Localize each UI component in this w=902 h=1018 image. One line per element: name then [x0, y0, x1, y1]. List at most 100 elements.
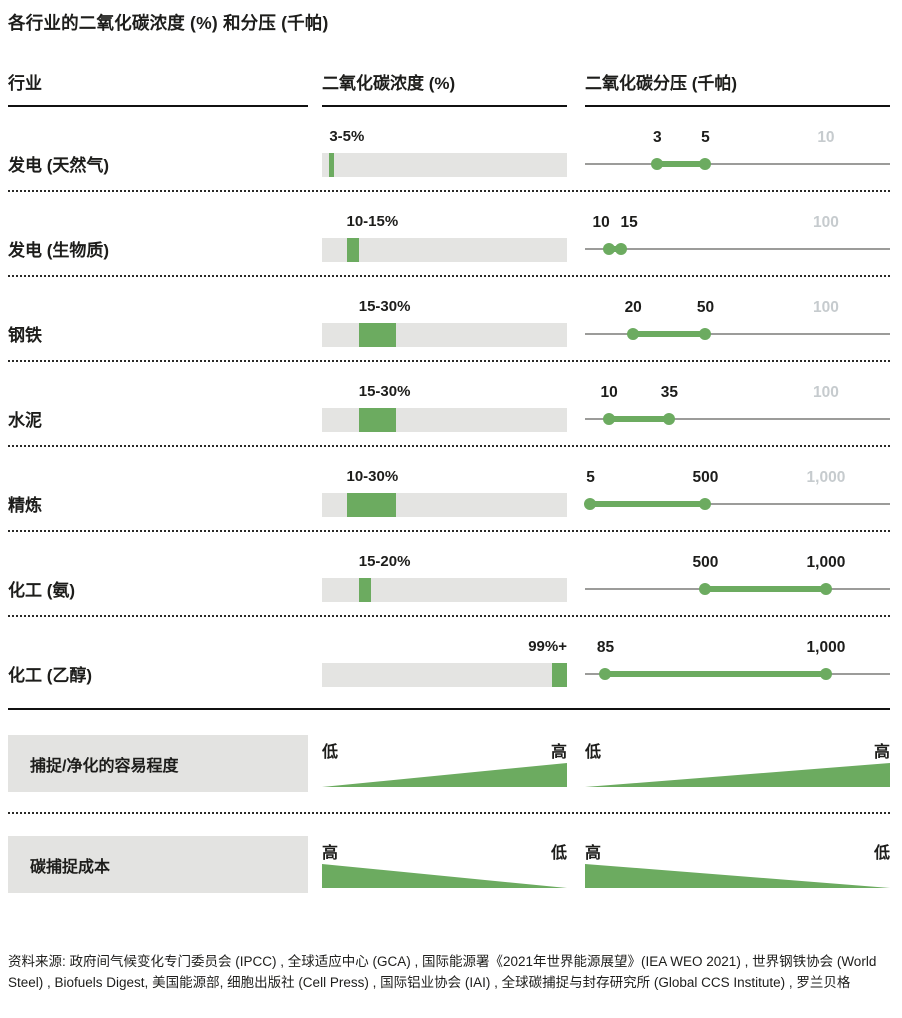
- pressure-range-connector: [633, 331, 706, 337]
- pressure-scale-max-label: 1,000: [806, 469, 846, 486]
- industry-label: 发电 (天然气): [8, 156, 110, 175]
- pressure-dot: [599, 668, 612, 680]
- summary-row: 碳捕捉成本高低高低: [8, 836, 890, 893]
- trend-left-label: 低: [322, 744, 339, 761]
- pressure-value-label: 5: [586, 469, 595, 486]
- concentration-range-segment: [346, 493, 396, 517]
- trend-triangle: [322, 864, 567, 888]
- industry-label: 化工 (乙醇): [8, 666, 93, 685]
- pressure-axis-line: [585, 333, 890, 335]
- chart-title: 各行业的二氧化碳浓度 (%) 和分压 (千帕): [8, 13, 329, 33]
- pressure-axis-line: [585, 163, 890, 165]
- trend-left-label: 低: [585, 744, 602, 761]
- pressure-cell: 10 35 100: [585, 362, 890, 445]
- pressure-dot: [699, 498, 712, 510]
- pressure-value-label: 5: [701, 129, 710, 146]
- pressure-range-connector: [605, 671, 826, 677]
- pressure-value-label: 10: [592, 214, 610, 231]
- summary-trend-cell: 低高: [585, 735, 890, 792]
- pressure-dot: [819, 583, 832, 595]
- pressure-dot: [819, 668, 832, 680]
- pressure-dot: [627, 328, 640, 340]
- summary-trend-cell: 高低: [322, 836, 567, 893]
- pressure-range-connector: [657, 161, 706, 167]
- concentration-bar: [322, 238, 567, 262]
- industry-label: 水泥: [8, 411, 42, 430]
- industry-label: 精炼: [8, 496, 42, 515]
- summary-row: 捕捉/净化的容易程度低高低高: [8, 735, 890, 792]
- concentration-range-label: 10-15%: [346, 213, 399, 230]
- concentration-bar: [322, 578, 567, 602]
- trend-right-label: 高: [550, 744, 567, 761]
- industry-label: 化工 (氨): [8, 581, 76, 600]
- summary-label: 捕捉/净化的容易程度: [30, 757, 179, 775]
- table-row: 发电 (生物质) 10-15% 10 15 100: [8, 192, 890, 277]
- pressure-value-label: 20: [624, 299, 642, 316]
- trend-left-label: 高: [322, 845, 339, 862]
- pressure-value-label: 35: [660, 384, 678, 401]
- concentration-cell: 15-30%: [322, 277, 567, 360]
- pressure-value-label: 1,000: [806, 639, 846, 656]
- table-row: 精炼 10-30% 5 500 1,000: [8, 447, 890, 532]
- concentration-cell: 15-30%: [322, 362, 567, 445]
- source-note: 资料来源: 政府间气候变化专门委员会 (IPCC) , 全球适应中心 (GCA)…: [8, 954, 877, 990]
- summary-trend-cell: 低高: [322, 735, 567, 792]
- concentration-bar: [322, 408, 567, 432]
- pressure-value-label: 500: [692, 469, 719, 486]
- pressure-scale-max-label: 100: [813, 384, 839, 401]
- pressure-dot: [699, 158, 712, 170]
- industry-label: 发电 (生物质): [8, 241, 110, 260]
- table-header: 行业 二氧化碳浓度 (%) 二氧化碳分压 (千帕): [8, 69, 890, 107]
- concentration-cell: 99%+: [322, 617, 567, 702]
- summary-label: 碳捕捉成本: [30, 858, 111, 876]
- concentration-range-segment: [329, 153, 335, 177]
- table-row: 化工 (乙醇) 99%+ 85 1,000: [8, 617, 890, 702]
- pressure-range-connector: [590, 501, 706, 507]
- pressure-dot: [699, 583, 712, 595]
- concentration-range-label: 99%+: [528, 638, 567, 655]
- pressure-dot: [663, 413, 676, 425]
- trend-triangle: [585, 864, 890, 888]
- summary-label-box: 捕捉/净化的容易程度: [8, 735, 308, 792]
- concentration-range-segment: [552, 663, 567, 687]
- pressure-cell: 10 15 100: [585, 192, 890, 275]
- pressure-range-connector: [609, 416, 670, 422]
- pressure-range-connector: [705, 586, 826, 592]
- chart-page: 各行业的二氧化碳浓度 (%) 和分压 (千帕) 行业 二氧化碳浓度 (%) 二氧…: [8, 13, 890, 990]
- concentration-range-label: 15-30%: [358, 383, 411, 400]
- pressure-value-label: 1,000: [806, 554, 846, 571]
- pressure-cell: 500 1,000: [585, 532, 890, 615]
- concentration-bar: [322, 663, 567, 687]
- summary-label-box: 碳捕捉成本: [8, 836, 308, 893]
- summary-section: 捕捉/净化的容易程度低高低高碳捕捉成本高低高低: [8, 735, 890, 893]
- concentration-bar: [322, 493, 567, 517]
- header-pressure: 二氧化碳分压 (千帕): [585, 69, 890, 107]
- concentration-cell: 15-20%: [322, 532, 567, 615]
- trend-triangle: [585, 763, 890, 787]
- pressure-value-label: 50: [696, 299, 715, 316]
- concentration-range-label: 3-5%: [329, 128, 365, 145]
- concentration-range-segment: [346, 238, 359, 262]
- trend-left-label: 高: [585, 845, 602, 862]
- concentration-range-segment: [358, 408, 396, 432]
- pressure-dot: [615, 243, 628, 255]
- header-industry: 行业: [8, 69, 308, 107]
- pressure-dot: [699, 328, 712, 340]
- pressure-dot: [603, 413, 616, 425]
- pressure-dot: [584, 498, 596, 510]
- summary-separator: [8, 812, 890, 814]
- pressure-value-label: 3: [652, 129, 662, 146]
- pressure-scale-max-label: 10: [817, 129, 835, 146]
- pressure-cell: 3 5 10: [585, 107, 890, 190]
- table-row: 发电 (天然气) 3-5% 3 5 10: [8, 107, 890, 192]
- pressure-cell: 85 1,000: [585, 617, 890, 702]
- concentration-cell: 3-5%: [322, 107, 567, 190]
- table-row: 化工 (氨) 15-20% 500 1,000: [8, 532, 890, 617]
- pressure-axis-line: [585, 503, 890, 505]
- pressure-value-label: 85: [596, 639, 615, 656]
- trend-right-label: 高: [873, 744, 890, 761]
- concentration-bar: [322, 323, 567, 347]
- concentration-range-label: 15-20%: [358, 553, 411, 570]
- pressure-cell: 20 50 100: [585, 277, 890, 360]
- trend-right-label: 低: [550, 845, 567, 862]
